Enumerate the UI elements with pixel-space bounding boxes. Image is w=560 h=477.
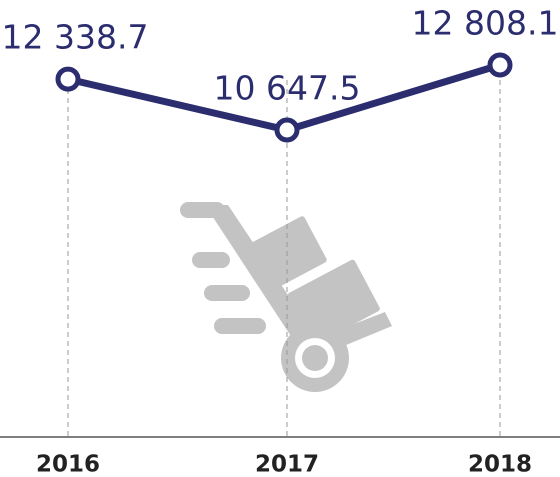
- hand-truck-icon: [180, 202, 392, 392]
- data-label: 10 647.5: [214, 69, 361, 108]
- x-tick-label: 2016: [36, 452, 100, 477]
- point: [274, 117, 300, 143]
- data-label: 12 808.1: [412, 4, 559, 43]
- point: [55, 66, 81, 92]
- data-label: 12 338.7: [2, 18, 149, 57]
- x-tick-label: 2018: [468, 452, 532, 477]
- point: [487, 52, 513, 78]
- x-tick-label: 2017: [255, 452, 319, 477]
